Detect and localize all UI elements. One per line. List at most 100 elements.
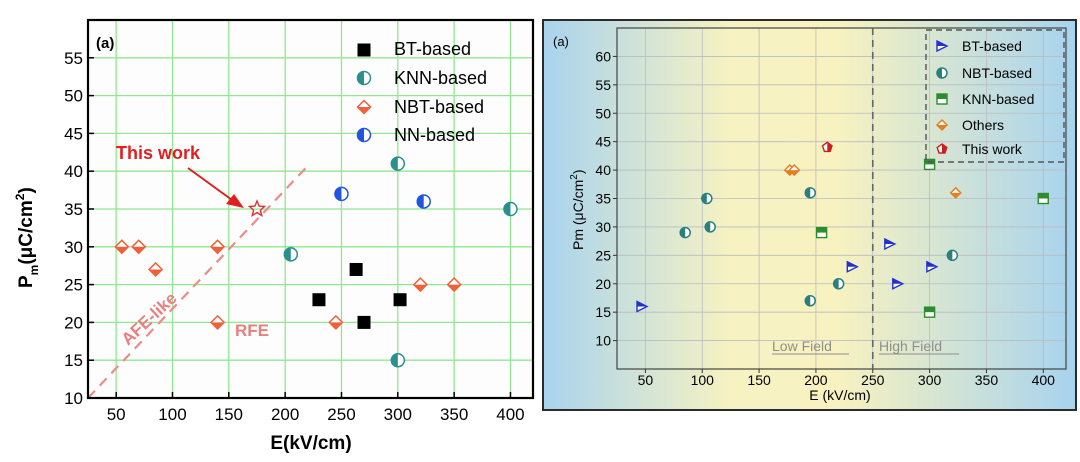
left-point-knn-based bbox=[283, 247, 299, 262]
right-y-tick-label: 20 bbox=[595, 276, 611, 292]
left-x-tick-label: 50 bbox=[107, 405, 126, 424]
right-y-tick-label: 60 bbox=[595, 48, 611, 64]
left-legend-label-nn: NN-based bbox=[394, 125, 475, 145]
left-annotation-this-work: This work bbox=[116, 143, 201, 163]
left-axis-ticks: 50 100 150 200 250 300 350 400 10 15 20 25 30 35 40 45 5… bbox=[64, 49, 525, 424]
left-point-bt-based bbox=[393, 293, 407, 307]
left-annotation-arrow bbox=[187, 167, 233, 201]
left-point-bt-based bbox=[312, 293, 326, 307]
right-x-tick-label: 400 bbox=[1032, 372, 1056, 388]
right-legend-marker-this-work bbox=[936, 143, 948, 154]
right-legend-label-knn: KNN-based bbox=[962, 91, 1034, 107]
right-x-tick-label: 100 bbox=[691, 372, 715, 388]
right-point-knn-based bbox=[923, 306, 936, 318]
left-y-tick-label: 10 bbox=[64, 389, 83, 408]
left-point-nbt-based bbox=[209, 314, 226, 330]
left-y-tick-label: 20 bbox=[64, 313, 83, 332]
left-legend-marker-bt-based bbox=[357, 43, 371, 57]
right-legend-label-bt: BT-based bbox=[962, 38, 1022, 54]
right-point-knn-based bbox=[923, 158, 936, 171]
left-annotation-rfe: RFE bbox=[235, 321, 269, 340]
left-legend-marker-knn-based bbox=[356, 70, 372, 86]
right-point-nbt-based bbox=[804, 187, 816, 199]
left-x-axis-title: E(kV/cm) bbox=[270, 433, 351, 454]
left-point-nbt-based bbox=[446, 277, 462, 293]
right-x-tick-label: 50 bbox=[638, 372, 654, 388]
right-y-tick-label: 45 bbox=[595, 134, 611, 150]
left-annotation-arrowhead bbox=[226, 194, 244, 208]
right-x-tick-label: 250 bbox=[861, 372, 885, 388]
right-y-tick-label: 50 bbox=[595, 105, 611, 121]
left-data-points bbox=[114, 156, 518, 368]
right-axis-ticks: 50 100 150 200 250 300 350 400 10 15 20 25 30 35 40 45 5… bbox=[595, 48, 1055, 388]
right-legend-marker-bt-based bbox=[936, 39, 949, 53]
left-point-bt-based bbox=[357, 315, 371, 329]
right-y-tick-label: 30 bbox=[595, 219, 611, 235]
left-x-tick-label: 400 bbox=[496, 405, 524, 424]
left-y-tick-label: 30 bbox=[64, 238, 83, 257]
right-x-tick-label: 350 bbox=[975, 372, 999, 388]
right-point-bt-based bbox=[884, 237, 897, 251]
right-point-others bbox=[788, 164, 801, 177]
right-x-tick-label: 200 bbox=[804, 372, 828, 388]
right-chart: (a) 50 100 150 200 250 300 350 400 10 15 20 25 30 35 4… bbox=[542, 19, 1077, 411]
left-legend-marker-nbt-based bbox=[356, 99, 372, 115]
left-legend-label-bt: BT-based bbox=[394, 39, 471, 59]
left-x-tick-label: 200 bbox=[271, 405, 299, 424]
left-point-nn-based bbox=[416, 194, 431, 209]
left-chart: 50 100 150 200 250 300 350 400 10 15 20 25 30 35 40 45 5… bbox=[13, 18, 535, 454]
right-point-nbt-based bbox=[804, 295, 816, 307]
right-panel-label: (a) bbox=[553, 34, 569, 49]
left-x-tick-label: 350 bbox=[440, 405, 468, 424]
right-y-tick-label: 40 bbox=[595, 162, 611, 178]
right-legend-box bbox=[925, 29, 1065, 163]
right-legend-label-others: Others bbox=[962, 117, 1004, 133]
left-point-nbt-based bbox=[148, 261, 164, 278]
left-y-axis-title: Pm(μC/cm2) bbox=[13, 187, 41, 288]
right-point-knn-based bbox=[815, 226, 828, 239]
left-y-tick-label: 25 bbox=[64, 276, 83, 295]
left-point-nbt-based bbox=[131, 239, 147, 255]
left-x-tick-label: 250 bbox=[327, 405, 355, 424]
left-y-tick-label: 50 bbox=[64, 87, 83, 106]
right-legend-marker-nbt-based bbox=[936, 67, 948, 79]
right-x-tick-label: 300 bbox=[918, 372, 942, 388]
left-legend-label-nbt: NBT-based bbox=[394, 97, 484, 117]
right-region-low-field: Low Field bbox=[772, 338, 832, 354]
right-point-others bbox=[949, 186, 962, 199]
left-phase-boundary-line bbox=[87, 162, 311, 399]
left-point-nn-based bbox=[334, 186, 349, 202]
right-legend-marker-others bbox=[935, 118, 949, 132]
right-point-nbt-based bbox=[704, 221, 716, 233]
right-x-axis-title: E (kV/cm) bbox=[809, 387, 870, 403]
right-legend-label-this-work: This work bbox=[962, 141, 1023, 157]
right-point-knn-based bbox=[1037, 192, 1049, 205]
right-point-nbt-based bbox=[679, 226, 691, 239]
left-y-tick-label: 40 bbox=[64, 162, 83, 181]
left-point-nbt-based bbox=[114, 239, 130, 255]
left-point-nbt-based bbox=[328, 314, 344, 330]
left-point-this-work bbox=[247, 199, 267, 217]
left-point-bt-based bbox=[349, 262, 363, 276]
right-y-tick-label: 25 bbox=[595, 247, 611, 263]
left-point-nbt-based bbox=[209, 239, 226, 255]
left-legend-marker-nn-based bbox=[356, 127, 372, 143]
right-point-nbt-based bbox=[946, 249, 959, 262]
right-point-nbt-based bbox=[832, 278, 845, 290]
right-point-bt-based bbox=[846, 260, 859, 273]
right-point-bt-based bbox=[926, 260, 939, 273]
right-y-tick-label: 35 bbox=[595, 191, 611, 207]
left-y-tick-label: 15 bbox=[64, 351, 83, 370]
left-y-tick-label: 45 bbox=[64, 124, 83, 143]
right-point-nbt-based bbox=[701, 192, 713, 205]
left-point-knn-based bbox=[503, 201, 518, 217]
right-region-high-field: High Field bbox=[879, 338, 942, 354]
left-y-tick-label: 55 bbox=[64, 49, 83, 68]
right-legend: BT-based NBT-based KNN-based Others This… bbox=[925, 29, 1065, 163]
left-point-nbt-based bbox=[412, 277, 428, 293]
left-x-tick-label: 300 bbox=[384, 405, 412, 424]
right-point-bt-based bbox=[636, 300, 649, 313]
right-y-tick-label: 15 bbox=[595, 304, 611, 320]
left-trend-lines bbox=[87, 162, 311, 399]
